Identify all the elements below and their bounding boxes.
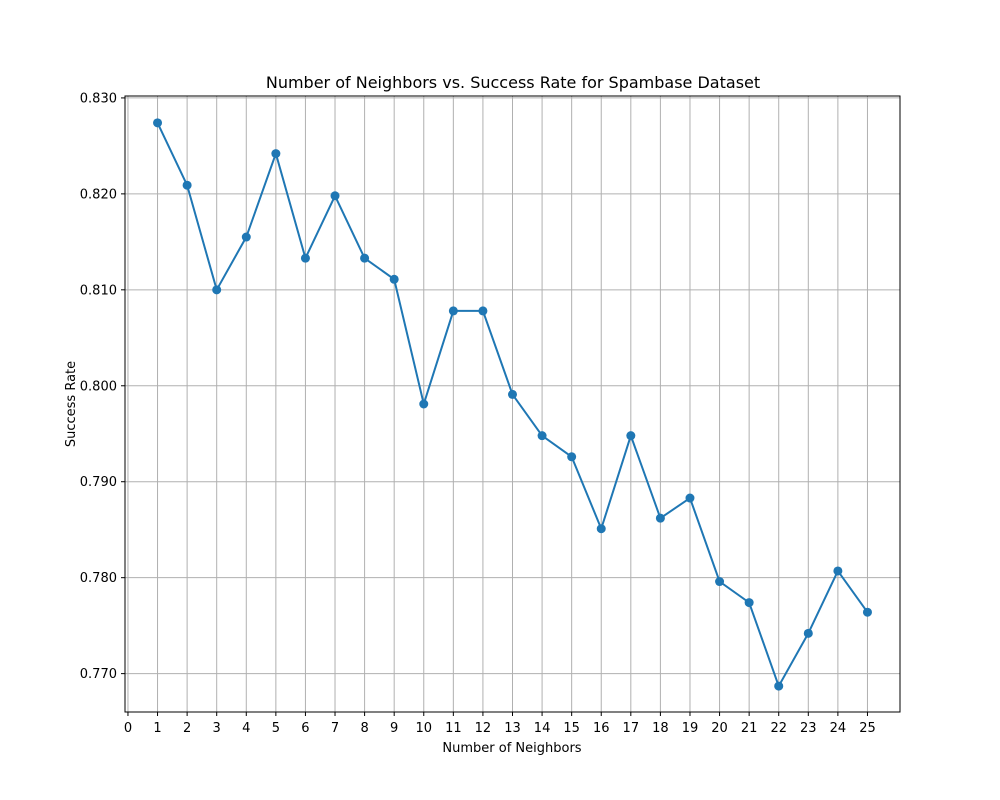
x-axis: 0 1 2 3 4 5 6 7 8 9 10 11 12 13 14 15 16 17 18 19 20 21 22 23 24… xyxy=(124,712,876,736)
data-point xyxy=(774,681,784,691)
x-tick-label: 18 xyxy=(652,721,669,736)
x-tick-label: 23 xyxy=(800,721,817,736)
y-tick-label: 0.780 xyxy=(80,571,117,586)
x-tick-label: 16 xyxy=(593,721,610,736)
x-axis-label: Number of Neighbors xyxy=(442,741,581,756)
data-point xyxy=(330,191,340,201)
y-axis: 0.770 0.780 0.790 0.800 0.810 0.820 0.830 xyxy=(80,91,125,682)
data-point xyxy=(715,577,725,587)
data-point xyxy=(596,524,606,534)
y-axis-label: Success Rate xyxy=(64,361,79,447)
data-point xyxy=(626,431,636,441)
x-tick-label: 25 xyxy=(859,721,876,736)
x-tick-label: 4 xyxy=(242,721,250,736)
x-tick-label: 19 xyxy=(682,721,699,736)
x-tick-label: 8 xyxy=(360,721,368,736)
data-point xyxy=(508,389,517,399)
x-tick-label: 3 xyxy=(213,721,221,736)
data-point xyxy=(271,149,281,159)
data-point xyxy=(478,306,488,316)
data-point xyxy=(389,274,399,284)
y-tick-label: 0.830 xyxy=(80,91,117,106)
data-point xyxy=(567,452,577,462)
x-tick-label: 5 xyxy=(272,721,280,736)
x-tick-label: 9 xyxy=(390,721,398,736)
data-point xyxy=(862,607,872,617)
x-tick-label: 7 xyxy=(331,721,339,736)
x-tick-label: 14 xyxy=(534,721,551,736)
x-tick-label: 0 xyxy=(124,721,132,736)
data-point xyxy=(182,180,192,190)
data-point xyxy=(448,306,458,316)
data-point xyxy=(833,566,843,576)
y-tick-label: 0.790 xyxy=(80,475,117,490)
data-point xyxy=(685,493,695,503)
chart-title: Number of Neighbors vs. Success Rate for… xyxy=(266,73,760,92)
x-tick-label: 20 xyxy=(711,721,728,736)
data-point xyxy=(360,253,370,263)
x-tick-label: 10 xyxy=(415,721,432,736)
y-tick-label: 0.810 xyxy=(80,283,117,298)
y-tick-label: 0.770 xyxy=(80,667,117,682)
data-point xyxy=(241,232,251,242)
x-tick-label: 24 xyxy=(830,721,847,736)
grid-lines xyxy=(125,96,900,712)
data-point xyxy=(300,253,310,263)
data-points xyxy=(153,118,872,691)
data-point xyxy=(744,598,754,608)
y-tick-label: 0.820 xyxy=(80,187,117,202)
x-tick-label: 13 xyxy=(504,721,521,736)
x-tick-label: 22 xyxy=(770,721,787,736)
y-tick-label: 0.800 xyxy=(80,379,117,394)
x-tick-label: 21 xyxy=(741,721,758,736)
x-tick-label: 6 xyxy=(301,721,309,736)
x-tick-label: 11 xyxy=(445,721,462,736)
x-tick-label: 15 xyxy=(563,721,580,736)
data-point xyxy=(537,431,547,441)
x-tick-label: 17 xyxy=(623,721,640,736)
data-point xyxy=(153,118,163,128)
data-point xyxy=(212,285,222,295)
x-tick-label: 12 xyxy=(475,721,492,736)
data-point xyxy=(419,399,429,409)
x-tick-label: 1 xyxy=(153,721,161,736)
data-point xyxy=(803,628,813,638)
data-point xyxy=(655,513,665,523)
x-tick-label: 2 xyxy=(183,721,191,736)
